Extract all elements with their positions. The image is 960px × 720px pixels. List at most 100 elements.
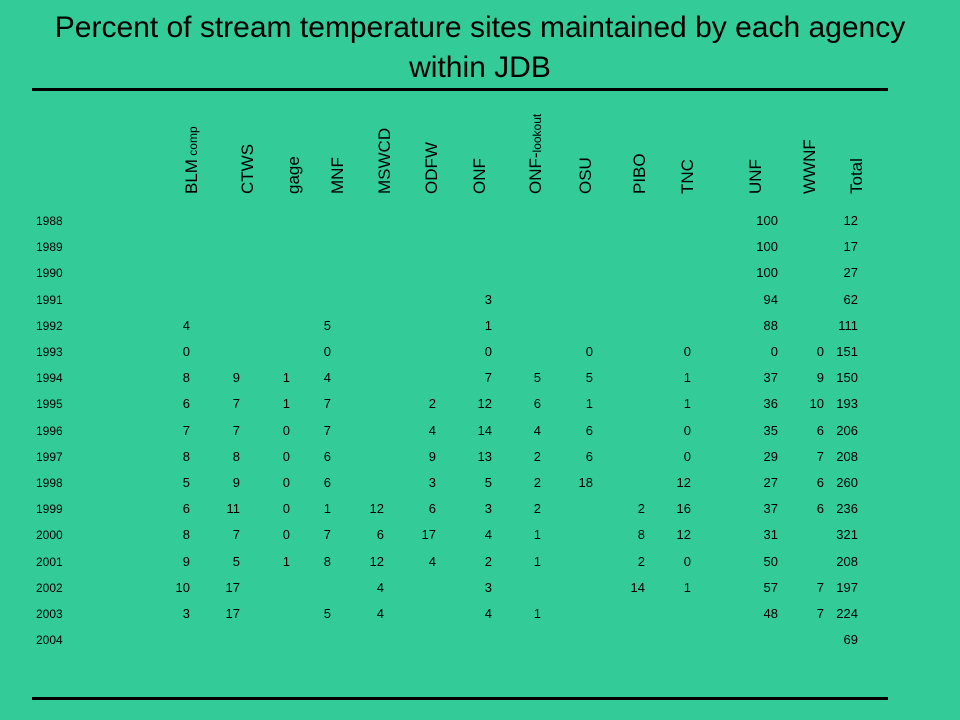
table-cell: 6 [323,448,331,464]
table-cell: 0 [282,422,290,438]
column-header-label: TNC [678,159,698,194]
table-cell: 7 [816,606,824,621]
column-header-unf: UNF [736,90,776,202]
table-cell: 0 [770,344,778,359]
column-header-label: OSU [576,157,596,194]
table-cell: 7 [232,396,240,412]
column-header-label: ONF [470,158,490,194]
table-cell: 10 [175,579,190,595]
table-cell: 2 [637,501,645,517]
column-header-label: CTWS [238,144,258,194]
column-header-main: UNF [746,159,765,194]
column-header-sub: lookout [530,113,544,153]
table-cell: 29 [763,448,778,464]
table-cell: 14 [630,579,645,595]
table-cell: 5 [232,553,240,569]
table-cell: 7 [232,527,240,543]
table-cell: 13 [477,448,492,464]
table-cell: 17 [225,606,240,621]
table-cell: 5 [182,475,190,490]
table-cell: 12 [676,527,691,543]
row-year: 1997 [36,449,63,464]
table-cell: 8 [182,370,190,386]
table-cell: 7 [816,448,824,464]
row-year: 1991 [36,292,63,307]
row-year: 2000 [36,528,63,543]
table-cell: 9 [232,475,240,490]
table-cell: 6 [323,475,331,490]
table-cell: 17 [225,579,240,595]
column-header-main: CTWS [238,143,257,194]
table-cell: 2 [637,553,645,569]
table-cell: 208 [836,553,858,569]
row-year: 1988 [36,214,63,228]
page-title: Percent of stream temperature sites main… [54,11,906,84]
table-cell: 88 [763,317,778,333]
column-header-odfw: ODFW [412,90,452,202]
table-cell: 3 [182,606,190,621]
table-cell: 100 [756,265,778,281]
table-cell: 150 [836,370,858,386]
table-cell: 7 [816,579,824,595]
table-cell: 10 [809,396,824,412]
table-cell: 2 [533,475,541,490]
column-header-main: ONF- [526,152,545,194]
column-header-label: ODFW [422,142,442,194]
table-cell: 50 [763,553,778,569]
table-cell: 0 [683,344,691,359]
column-header-main: ONF [470,158,489,194]
row-year: 1998 [36,476,63,490]
row-year: 2001 [36,554,63,569]
table-cell: 0 [683,422,691,438]
table-cell: 6 [182,396,190,412]
table-cell: 27 [763,475,778,490]
table-cell: 206 [836,422,858,438]
column-header-label: UNF [746,159,766,194]
table-cell: 1 [585,396,593,412]
table-cell: 3 [484,291,492,307]
table-cell: 1 [282,396,290,412]
table-cell: 4 [182,317,190,333]
table-cell: 4 [376,606,384,621]
table-cell: 3 [484,501,492,517]
table-cell: 193 [836,396,858,412]
table-cell: 0 [282,475,290,490]
row-year: 1995 [36,397,63,412]
table-cell: 9 [816,370,824,386]
table-cell: 260 [836,475,858,490]
table-cell: 9 [232,370,240,386]
table-cell: 4 [323,370,331,386]
table-cell: 100 [756,213,778,228]
table-cell: 1 [683,370,691,386]
table-bottom-rule [32,697,888,700]
table-cell: 12 [369,553,384,569]
table-cell: 12 [369,501,384,517]
row-year: 1992 [36,318,63,333]
table-cell: 8 [182,527,190,543]
column-header-mnf: MNF [318,90,358,202]
table-cell: 4 [484,527,492,543]
table-cell: 1 [282,370,290,386]
table-cell: 1 [683,579,691,595]
table-cell: 36 [763,396,778,412]
column-header-pibo: PIBO [620,90,660,202]
row-year: 1989 [36,240,63,255]
table-cell: 0 [816,344,824,359]
table-cell: 94 [763,291,778,307]
table-cell: 0 [282,527,290,543]
table-cell: 0 [282,501,290,517]
table-cell: 4 [376,579,384,595]
column-header-main: OSU [576,157,595,194]
table-cell: 7 [484,370,492,386]
table-cell: 208 [836,448,858,464]
table-cell: 0 [282,448,290,464]
column-header-main: TNC [678,159,697,194]
table-cell: 1 [683,396,691,412]
column-header-label: MNF [328,157,348,194]
table-cell: 0 [484,344,492,359]
table-cell: 9 [428,448,436,464]
table-cell: 37 [763,370,778,386]
table-cell: 27 [843,265,858,281]
column-header-label: Total [847,158,867,194]
table-cell: 1 [533,606,541,621]
